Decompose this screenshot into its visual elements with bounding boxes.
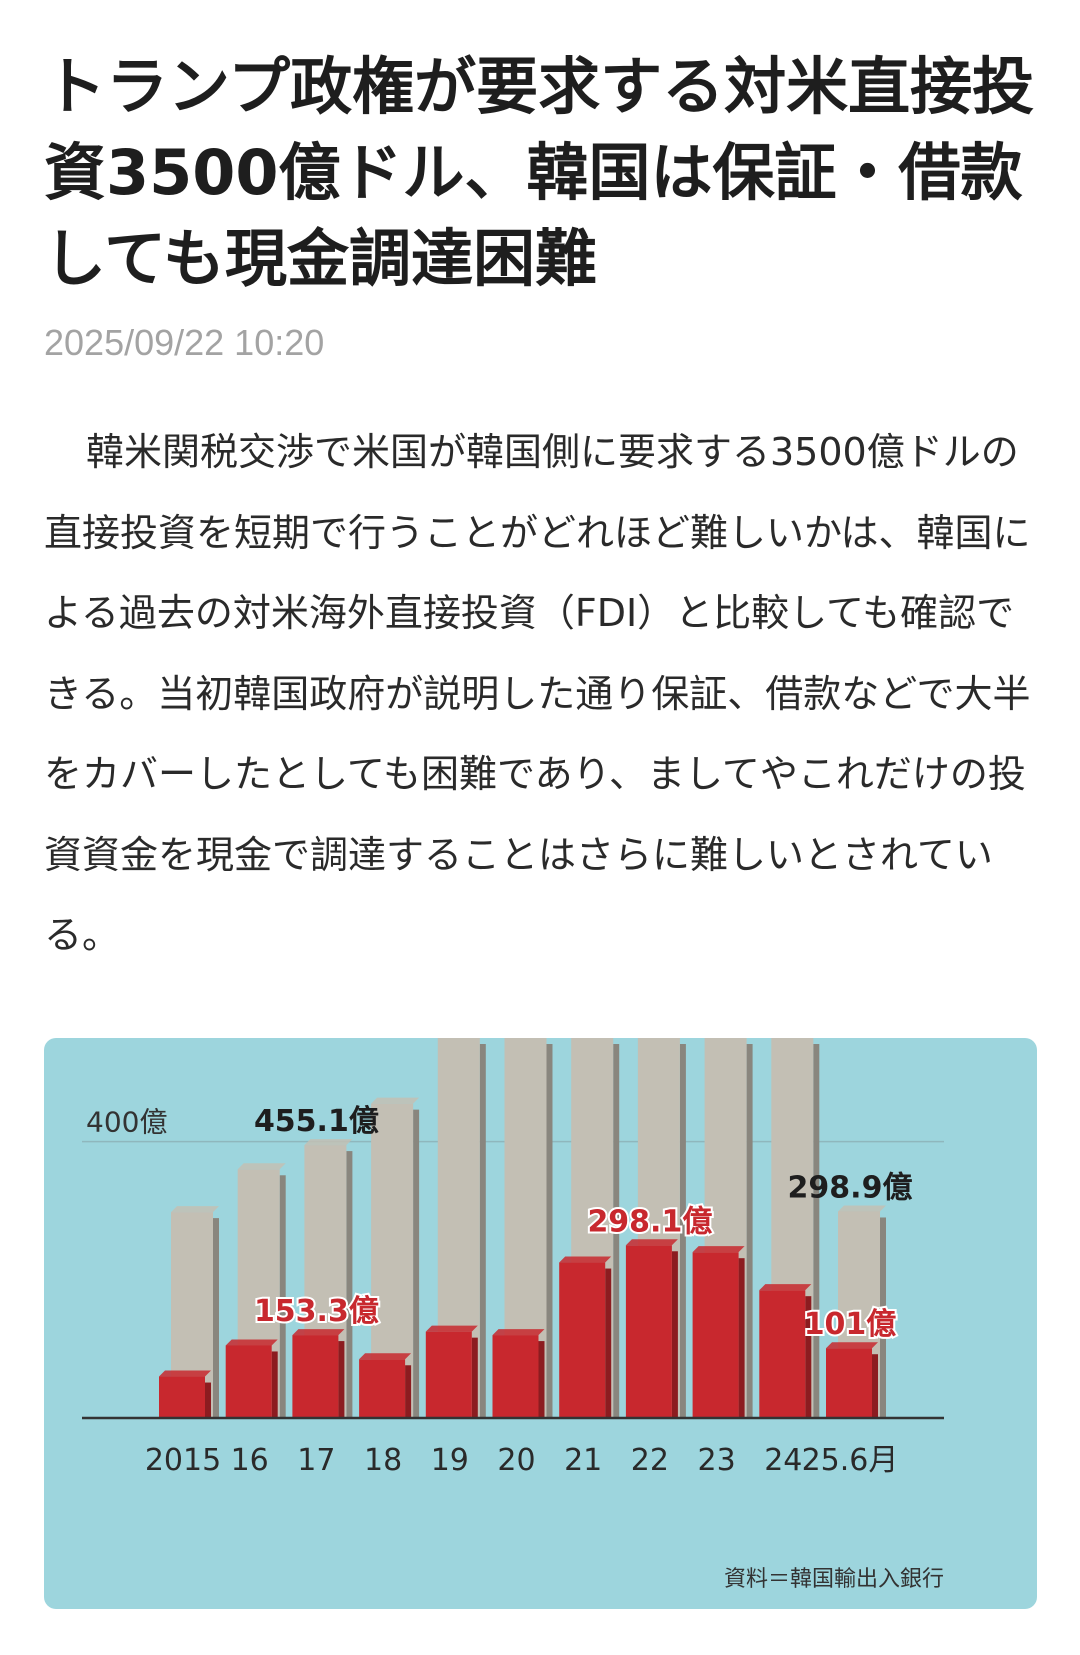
total-bar-5-side [546,1044,553,1418]
x-tick-label: 17 [297,1443,335,1478]
x-tick-label: 25.6月 [802,1443,899,1478]
data-label: 455.1億 [254,1104,379,1139]
total-bar-10-top [838,1205,886,1212]
total-bar-10-side [880,1217,886,1418]
us-bar-8 [692,1252,739,1418]
x-tick-label: 24 [764,1443,802,1478]
reference-label-400: 400億 [86,1106,167,1139]
total-bar-1-top [237,1163,286,1170]
us-bar-4-top [425,1325,478,1332]
total-bar-9-side [813,1044,820,1418]
chart-source: 資料＝韓国輸出入銀行 [724,1567,944,1592]
data-label: 298.9億 [788,1170,913,1205]
us-bar-4 [425,1331,472,1418]
article-headline: トランプ政権が要求する対米直接投資3500億ドル、韓国は保証・借款しても現金調達… [44,50,1035,295]
us-bar-4-side [471,1337,478,1418]
x-tick-label: 22 [631,1443,669,1478]
us-bar-8-side [738,1258,745,1418]
x-tick-label: 21 [564,1443,602,1478]
total-bar-2-top [304,1139,353,1146]
us-bar-5-top [492,1329,545,1336]
data-labels: 455.1億 153.3億 298.1億 298.9億 101億 [252,1104,913,1344]
total-bar-0-top [171,1206,219,1213]
us-bar-10-side [872,1354,878,1418]
us-bar-3-top [359,1353,412,1360]
total-bar-3-top [371,1097,420,1104]
total-bar-8-side [746,1044,753,1418]
x-tick-label: 19 [431,1443,469,1478]
us-bar-7 [625,1245,672,1418]
us-bar-1-top [225,1339,278,1346]
total-bar-3-side [413,1109,420,1418]
page-bottom-margin [0,1620,1080,1655]
data-label: 298.1億 [587,1204,712,1239]
fdi-bar-chart: 400億 2015 16 17 18 19 20 21 22 23 24 25.6月 455.1億 1… [44,1038,1037,1609]
bars-layer [159,1038,886,1418]
us-bar-7-top [625,1239,678,1246]
us-bar-9 [759,1290,806,1418]
article-body: 韓米関税交渉で米国が韓国側に要求する3500億ドルの直接投資を短期で行うことがど… [44,430,1031,957]
us-bar-2-side [338,1341,345,1418]
us-bar-9-side [805,1296,812,1418]
us-bar-5-side [538,1341,545,1418]
data-label: 153.3億 [254,1294,379,1329]
us-bar-10 [826,1348,872,1418]
data-label: 101億 [804,1307,897,1342]
us-bar-9-top [759,1284,812,1291]
total-bar-4-side [479,1044,486,1418]
total-bar-7-side [679,1044,686,1418]
us-bar-3-side [405,1365,412,1418]
total-bar-0-side [213,1218,219,1418]
us-bar-7-side [671,1251,678,1418]
total-bar-1-side [279,1175,286,1418]
x-tick-label: 2015 [145,1443,221,1478]
total-bar-6-side [613,1044,620,1418]
us-bar-10-top [826,1342,878,1349]
us-bar-6 [559,1262,606,1418]
us-bar-0 [159,1376,205,1418]
us-bar-1-side [271,1351,278,1418]
us-bar-6-side [605,1268,612,1418]
us-bar-2 [292,1335,339,1418]
us-bar-8-top [692,1246,745,1253]
fdi-chart-figure: 400億 2015 16 17 18 19 20 21 22 23 24 25.6月 455.1億 1… [44,1038,1037,1609]
us-bar-0-side [205,1382,211,1418]
x-tick-label: 16 [231,1443,269,1478]
x-tick-label: 20 [497,1443,535,1478]
total-bar-2-side [346,1151,353,1418]
us-bar-6-top [559,1256,612,1263]
x-tick-label: 18 [364,1443,402,1478]
us-bar-2-top [292,1329,345,1336]
us-bar-1 [225,1345,272,1418]
us-bar-0-top [159,1370,211,1377]
x-tick-labels: 2015 16 17 18 19 20 21 22 23 24 25.6月 [145,1443,899,1478]
x-tick-label: 23 [698,1443,736,1478]
us-bar-5 [492,1335,539,1418]
article-timestamp: 2025/09/22 10:20 [44,322,325,363]
us-bar-3 [359,1359,406,1418]
